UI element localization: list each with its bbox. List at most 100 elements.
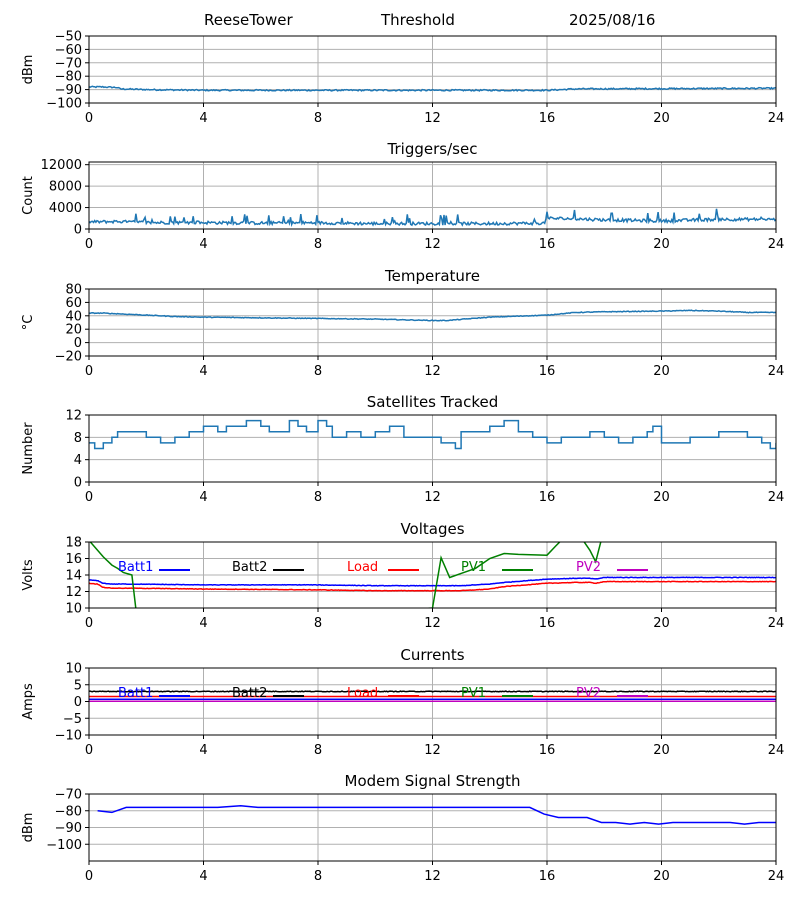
x-tick-label: 4 (199, 237, 207, 252)
legend-label-pv1: PV1 (461, 560, 486, 575)
y-tick-label: −50 (55, 30, 82, 45)
x-tick-label: 16 (539, 616, 556, 631)
legend-label-batt1: Batt1 (118, 686, 153, 701)
y-tick-label: 40 (65, 309, 82, 324)
header-date: 2025/08/16 (569, 11, 656, 29)
x-tick-label: 12 (424, 869, 441, 884)
y-axis-label: Count (21, 176, 36, 215)
series-line-batt1 (89, 576, 776, 587)
y-tick-label: −10 (55, 729, 82, 744)
y-tick-label: 14 (65, 569, 82, 584)
y-tick-label: −90 (55, 83, 82, 98)
y-tick-label: 0 (74, 695, 82, 710)
y-tick-label: 80 (65, 283, 82, 298)
legend-label-load: Load (347, 560, 378, 575)
x-tick-label: 12 (424, 616, 441, 631)
chart-threshold: −100−90−80−70−60−50 0 4 8 12 16 20 24 dBm (21, 30, 784, 127)
x-tick-label: 20 (653, 237, 670, 252)
x-tick-label: 8 (314, 616, 322, 631)
x-tick-label: 0 (85, 364, 93, 379)
x-tick-label: 12 (424, 237, 441, 252)
y-tick-label: −80 (55, 70, 82, 85)
y-axis-label: dBm (21, 813, 36, 843)
y-tick-label: 8000 (49, 180, 82, 195)
x-tick-label: 0 (85, 743, 93, 758)
chart-title: Triggers/sec (387, 140, 478, 158)
x-tick-label: 8 (314, 490, 322, 505)
x-tick-label: 24 (768, 490, 785, 505)
x-tick-label: 8 (314, 237, 322, 252)
y-tick-label: −70 (55, 56, 82, 71)
x-tick-label: 24 (768, 364, 785, 379)
header-mode: Threshold (381, 11, 455, 29)
x-tick-label: 20 (653, 743, 670, 758)
x-tick-label: 12 (424, 490, 441, 505)
x-tick-label: 0 (85, 616, 93, 631)
y-tick-label: −100 (46, 838, 82, 853)
x-tick-label: 0 (85, 111, 93, 126)
y-axis-label: °C (21, 315, 36, 331)
y-tick-label: 5 (74, 678, 82, 693)
x-tick-label: 16 (539, 237, 556, 252)
y-tick-label: 4000 (49, 201, 82, 216)
x-tick-label: 16 (539, 869, 556, 884)
x-tick-label: 8 (314, 869, 322, 884)
chart-title: Satellites Tracked (367, 393, 498, 411)
x-tick-label: 0 (85, 237, 93, 252)
y-tick-label: 10 (65, 662, 82, 677)
y-tick-label: 0 (74, 223, 82, 238)
x-tick-label: 16 (539, 743, 556, 758)
legend-label-pv2: PV2 (576, 560, 601, 575)
x-tick-label: 16 (539, 111, 556, 126)
y-tick-label: 20 (65, 323, 82, 338)
legend-label-pv1: PV1 (461, 686, 486, 701)
y-tick-label: 18 (65, 536, 82, 551)
y-tick-label: −100 (46, 97, 82, 112)
x-tick-label: 4 (199, 364, 207, 379)
series-line-threshold (89, 85, 776, 92)
x-tick-label: 24 (768, 869, 785, 884)
chart-triggers: 0 4000 8000 12000 0 4 8 12 16 20 24 Triggers/sec Cou… (21, 140, 784, 252)
x-tick-label: 12 (424, 743, 441, 758)
series-line-batt2 (89, 690, 776, 693)
x-tick-label: 24 (768, 237, 785, 252)
x-tick-label: 20 (653, 616, 670, 631)
chart-modem: −100 −90 −80−70 0 4 8 12 16 20 24 Modem Signal Str… (21, 772, 784, 884)
x-tick-label: 0 (85, 869, 93, 884)
y-tick-label: 0 (74, 476, 82, 491)
x-tick-label: 4 (199, 616, 207, 631)
series-line-triggers (89, 208, 776, 228)
x-tick-label: 8 (314, 743, 322, 758)
x-tick-label: 24 (768, 743, 785, 758)
x-tick-label: 4 (199, 111, 207, 126)
y-tick-label: 12 (65, 409, 82, 424)
x-tick-label: 20 (653, 490, 670, 505)
series-line-modem (97, 804, 776, 825)
legend-label-pv2: PV2 (576, 686, 601, 701)
y-axis-label: dBm (21, 55, 36, 85)
y-tick-label: 16 (65, 552, 82, 567)
y-tick-label: −20 (55, 350, 82, 365)
chart-satellites: 0 4 8 12 0 4 8 12 16 20 24 Satellites Tracked Number (21, 393, 784, 505)
y-tick-label: 10 (65, 602, 82, 617)
chart-title: Voltages (400, 520, 464, 538)
x-tick-label: 12 (424, 111, 441, 126)
chart-title: Currents (400, 646, 464, 664)
legend-label-batt2: Batt2 (232, 560, 267, 575)
x-tick-label: 8 (314, 111, 322, 126)
chart-currents: −10 −5 0 510 0 4 8 12 16 20 24 Currents Amps Batt1 Bat… (21, 646, 784, 758)
y-axis-label: Volts (21, 559, 36, 591)
x-tick-label: 4 (199, 743, 207, 758)
y-tick-label: −60 (55, 43, 82, 58)
series-line-temperature (89, 309, 776, 322)
x-tick-label: 24 (768, 111, 785, 126)
series-line-satellites (89, 419, 776, 450)
chart-title: Temperature (384, 267, 480, 285)
x-tick-label: 16 (539, 490, 556, 505)
y-axis-label: Amps (21, 683, 36, 720)
legend-label-batt2: Batt2 (232, 686, 267, 701)
y-tick-label: 4 (74, 453, 82, 468)
